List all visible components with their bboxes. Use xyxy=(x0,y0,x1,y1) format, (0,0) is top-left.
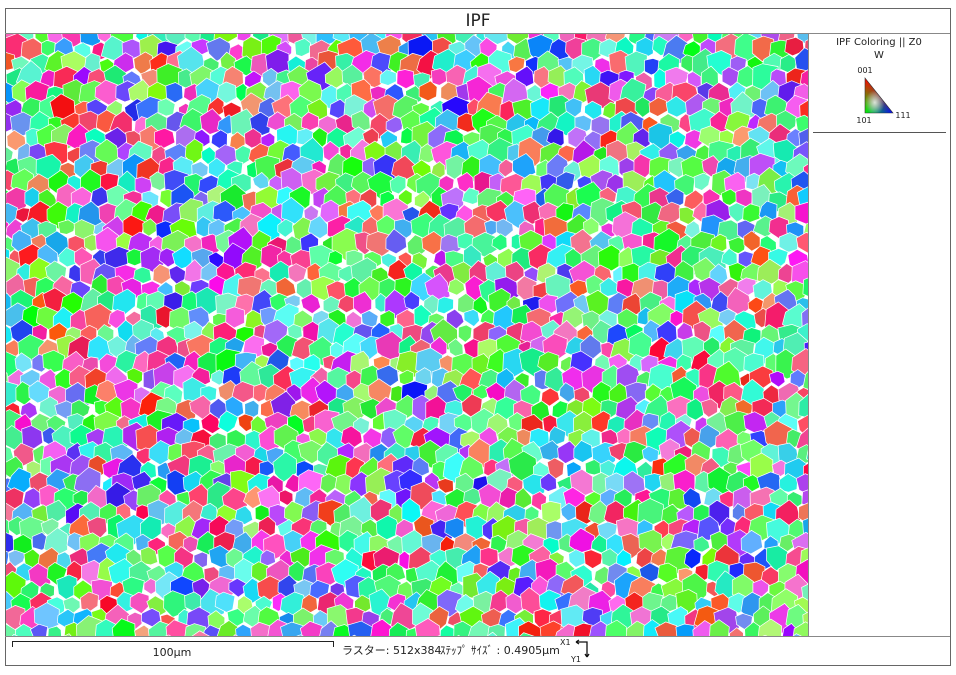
corner-label: 101 xyxy=(856,116,871,125)
raster-info: ラスター: 512x384 xyxy=(342,644,441,657)
grain xyxy=(24,667,40,671)
grain xyxy=(0,288,3,318)
grain xyxy=(579,668,602,671)
grain xyxy=(0,68,6,86)
grain xyxy=(345,667,362,671)
legend-phase: W xyxy=(874,50,884,61)
grain xyxy=(0,339,6,358)
grain xyxy=(0,162,4,179)
grain xyxy=(0,438,3,464)
grain xyxy=(224,668,246,671)
corner-label: 111 xyxy=(895,111,910,120)
grain xyxy=(0,665,26,671)
grain xyxy=(380,666,401,671)
grain xyxy=(598,665,621,671)
grain xyxy=(414,665,435,671)
grain xyxy=(362,667,384,671)
grain xyxy=(88,667,108,671)
grain xyxy=(0,397,6,419)
grain xyxy=(0,48,3,79)
grain xyxy=(684,667,705,671)
grain xyxy=(0,131,6,149)
grain xyxy=(289,667,315,671)
grain xyxy=(325,667,346,671)
axis-label: Y1 xyxy=(570,655,581,664)
axis-label: X1 xyxy=(560,638,571,647)
grain xyxy=(717,667,739,671)
legend-title: IPF Coloring || Z0 xyxy=(836,37,922,48)
grain xyxy=(733,665,759,671)
title: IPF xyxy=(465,11,490,31)
ipf-map xyxy=(0,1,863,671)
step-size: ｽﾃｯﾌﾟ ｻｲｽﾞ : 0.4905μm xyxy=(440,644,560,657)
grain xyxy=(0,266,1,286)
grain xyxy=(615,667,637,671)
grain xyxy=(0,311,5,333)
corner-label: 001 xyxy=(857,66,872,75)
grain xyxy=(0,80,1,108)
grain xyxy=(429,666,451,671)
grain xyxy=(271,667,294,671)
grain xyxy=(750,667,770,671)
scale-label: 100μm xyxy=(153,646,192,659)
grain xyxy=(107,666,126,671)
